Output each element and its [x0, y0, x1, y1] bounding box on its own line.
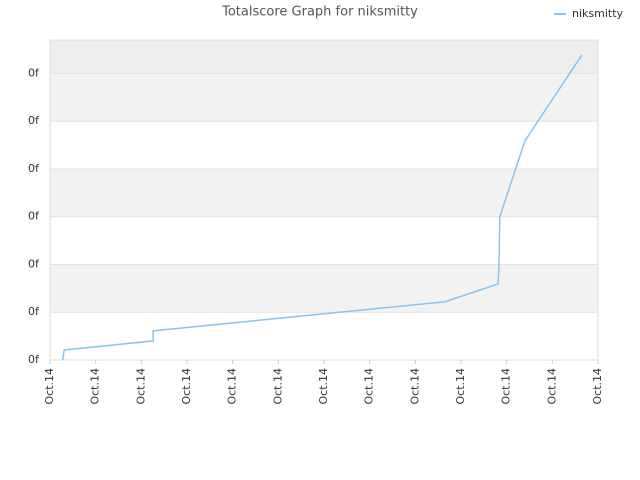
- chart-title: Totalscore Graph for niksmitty: [221, 5, 418, 20]
- plot-band: [50, 121, 598, 169]
- x-tick-label: Oct.14: [317, 368, 330, 405]
- x-tick-label: Oct.14: [271, 368, 284, 405]
- plot-band: [50, 312, 598, 360]
- y-tick-label: 0f: [28, 210, 40, 223]
- plot-band: [50, 216, 598, 265]
- series-line: [62, 54, 583, 361]
- legend-label: niksmitty: [572, 7, 624, 20]
- y-tick-label: 0f: [28, 66, 40, 79]
- x-tick-label: Oct.14: [500, 368, 513, 405]
- y-tick-label: 0f: [28, 162, 40, 175]
- y-tick-label: 0f: [28, 257, 40, 270]
- plot-band: [50, 73, 598, 122]
- x-tick-label: Oct.14: [180, 368, 193, 405]
- x-tick-label: Oct.14: [43, 368, 56, 405]
- plot-band: [50, 40, 598, 74]
- y-tick-label: 0f: [28, 305, 40, 318]
- x-tick-label: Oct.14: [89, 368, 102, 405]
- plot-band: [50, 264, 598, 313]
- x-tick-label: Oct.14: [545, 368, 558, 405]
- x-tick-label: Oct.14: [226, 368, 239, 405]
- x-tick-label: Oct.14: [454, 368, 467, 405]
- x-tick-label: Oct.14: [363, 368, 376, 405]
- x-tick-label: Oct.14: [134, 368, 147, 405]
- x-tick-label: Oct.14: [591, 368, 604, 405]
- x-tick-label: Oct.14: [408, 368, 421, 405]
- y-tick-label: 0f: [28, 114, 40, 127]
- plot-band: [50, 168, 598, 217]
- y-tick-label: 0f: [28, 353, 40, 366]
